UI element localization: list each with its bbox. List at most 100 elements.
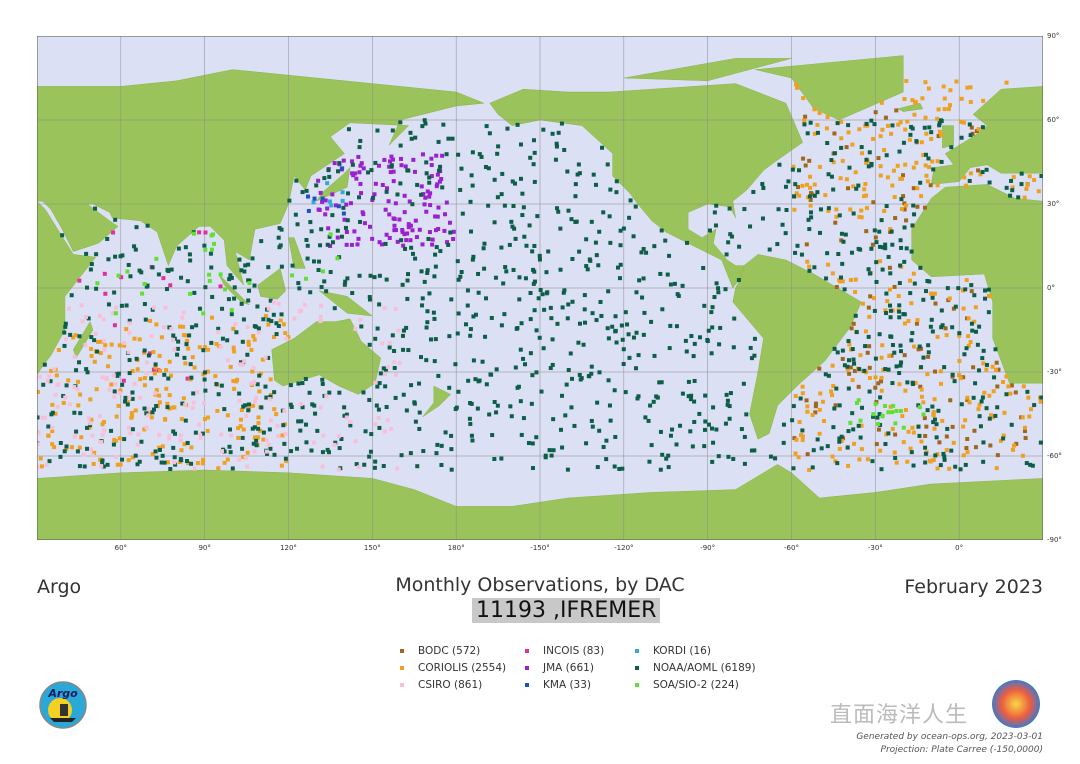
float-dot <box>373 181 378 186</box>
float-dot <box>302 302 307 307</box>
float-dot <box>309 229 314 234</box>
float-dot <box>375 128 380 133</box>
float-dot <box>869 118 874 123</box>
legend-swatch <box>400 666 404 670</box>
float-dot <box>50 425 55 430</box>
float-dot <box>938 463 943 468</box>
float-dot <box>805 452 810 457</box>
float-dot <box>456 311 461 316</box>
float-dot <box>594 318 599 323</box>
float-dot <box>113 311 118 316</box>
float-dot <box>708 228 713 233</box>
float-dot <box>801 96 806 101</box>
float-dot <box>975 342 980 347</box>
float-dot <box>986 287 991 292</box>
float-dot <box>939 118 944 123</box>
float-dot <box>618 228 623 233</box>
float-dot <box>216 329 221 334</box>
float-dot <box>473 312 478 317</box>
float-dot <box>1008 391 1013 396</box>
float-dot <box>58 441 63 446</box>
float-dot <box>190 325 195 330</box>
float-dot <box>793 250 798 255</box>
float-dot <box>177 324 182 329</box>
float-dot <box>122 343 127 348</box>
float-dot <box>54 373 59 378</box>
float-dot <box>961 288 966 293</box>
float-dot <box>1009 383 1014 388</box>
float-dot <box>919 194 924 199</box>
float-dot <box>433 252 438 257</box>
float-dot <box>996 367 1001 372</box>
float-dot <box>433 228 438 233</box>
float-dot <box>109 428 114 433</box>
float-dot <box>649 443 654 448</box>
float-dot <box>821 418 826 423</box>
float-dot <box>150 452 155 457</box>
float-dot <box>534 370 539 375</box>
float-dot <box>344 412 349 417</box>
float-dot <box>102 419 107 424</box>
float-dot <box>841 239 846 244</box>
float-dot <box>88 397 93 402</box>
float-dot <box>318 314 323 319</box>
float-dot <box>805 259 810 264</box>
float-dot <box>286 335 291 340</box>
float-dot <box>1009 422 1014 427</box>
float-dot <box>937 123 942 128</box>
float-dot <box>826 208 831 213</box>
float-dot <box>688 429 693 434</box>
float-dot <box>686 379 691 384</box>
float-dot <box>848 365 853 370</box>
float-dot <box>854 400 859 405</box>
legend-item: NOAA/AOML (6189) <box>635 662 775 674</box>
float-dot <box>887 265 892 270</box>
float-dot <box>987 180 992 185</box>
float-dot <box>697 411 702 416</box>
float-dot <box>781 422 786 427</box>
float-dot <box>237 362 242 367</box>
float-dot <box>341 205 346 210</box>
globe-logo-icon <box>992 680 1040 728</box>
float-dot <box>412 169 417 174</box>
float-dot <box>403 164 408 169</box>
float-dot <box>509 414 514 419</box>
float-dot <box>198 432 203 437</box>
float-dot <box>409 136 414 141</box>
float-dot <box>1023 425 1028 430</box>
float-dot <box>64 444 69 449</box>
float-dot <box>505 126 510 131</box>
float-dot <box>165 405 170 410</box>
float-dot <box>185 376 190 381</box>
float-dot <box>878 134 883 139</box>
float-dot <box>152 371 157 376</box>
float-dot <box>691 354 696 359</box>
float-dot <box>218 344 223 349</box>
float-dot <box>184 333 189 338</box>
float-dot <box>907 137 912 142</box>
float-dot <box>110 311 115 316</box>
float-dot <box>381 464 386 469</box>
float-dot <box>344 415 349 420</box>
float-dot <box>981 459 986 464</box>
float-dot <box>570 376 575 381</box>
float-dot <box>517 297 522 302</box>
float-dot <box>427 230 432 235</box>
float-dot <box>492 456 497 461</box>
float-dot <box>845 364 850 369</box>
float-dot <box>884 204 889 209</box>
float-dot <box>636 394 641 399</box>
float-dot <box>942 107 947 112</box>
float-dot <box>991 389 996 394</box>
float-dot <box>53 411 58 416</box>
float-dot <box>951 440 956 445</box>
float-dot <box>165 401 170 406</box>
float-dot <box>913 100 918 105</box>
float-dot <box>550 362 555 367</box>
float-dot <box>598 299 603 304</box>
float-dot <box>450 136 455 141</box>
float-dot <box>929 136 934 141</box>
float-dot <box>432 316 437 321</box>
float-dot <box>839 136 844 141</box>
float-dot <box>898 349 903 354</box>
